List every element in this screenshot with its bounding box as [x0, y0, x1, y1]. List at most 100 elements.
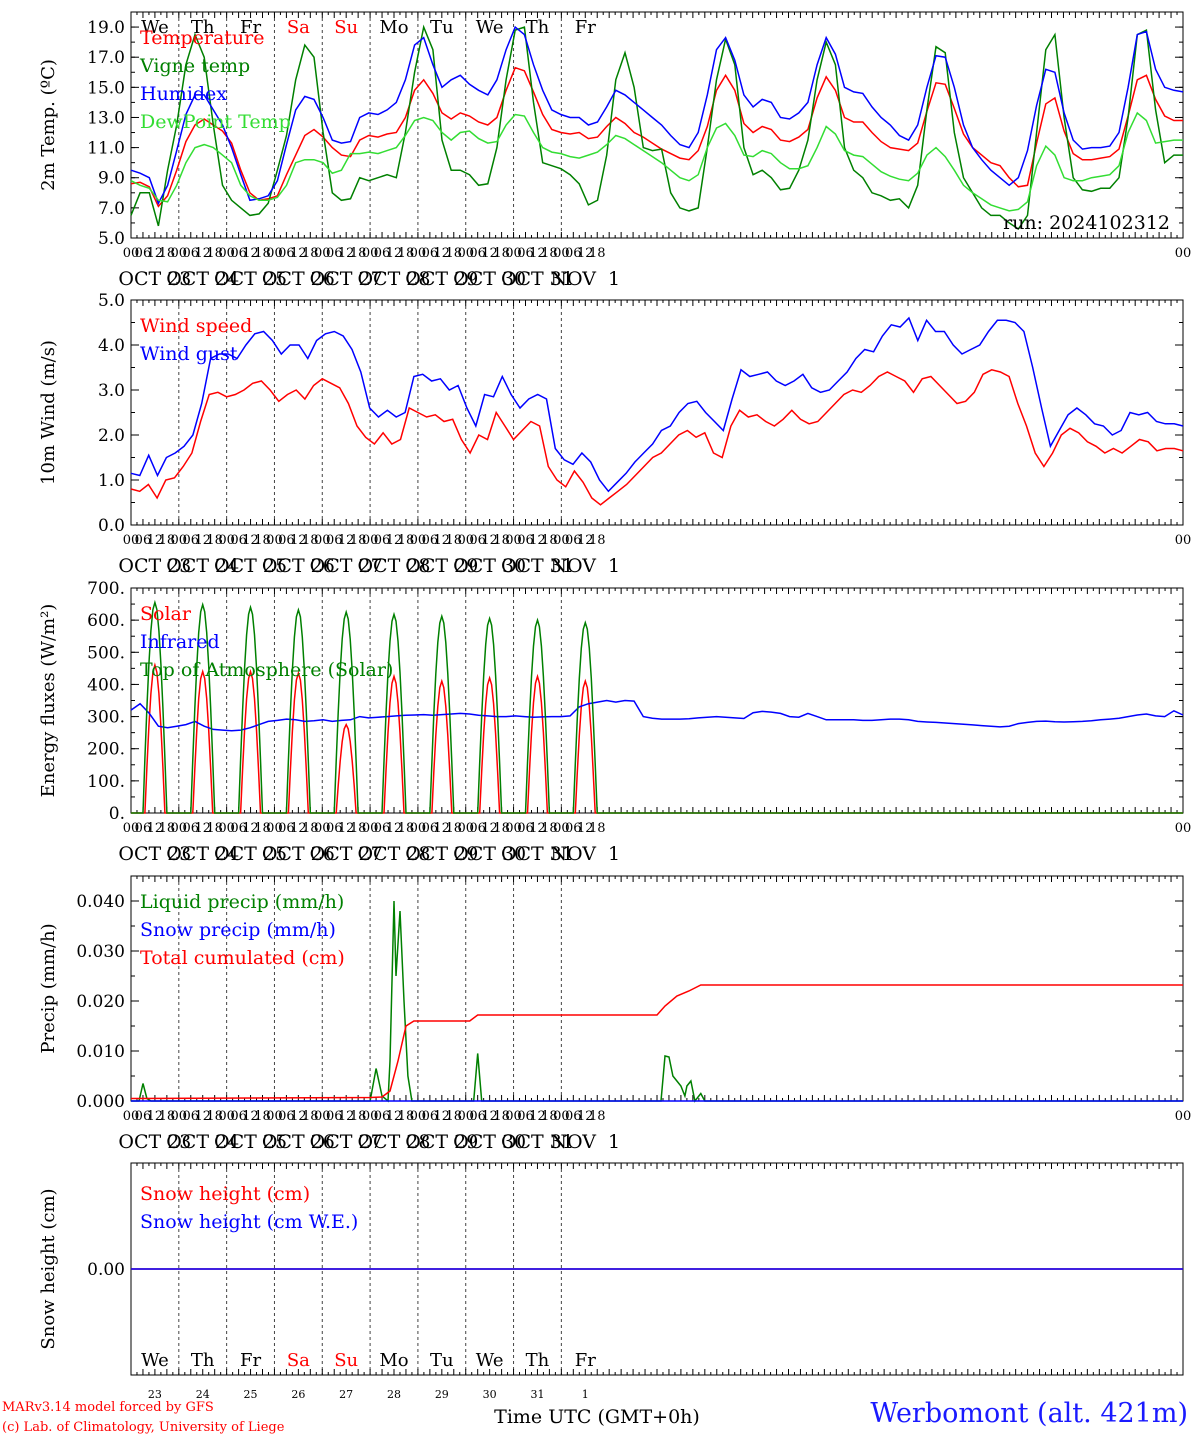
- date-label: OCT 24: [166, 555, 239, 577]
- date-label: OCT 25: [214, 555, 287, 577]
- hour-tick-label: 00: [505, 246, 522, 261]
- hour-tick-label: 06: [182, 533, 199, 548]
- y-tick-label: 0.000: [76, 1092, 125, 1112]
- hour-tick-label: 12: [386, 246, 403, 261]
- weekday-label: Tu: [430, 1350, 454, 1371]
- weekday-label: Fr: [575, 17, 596, 38]
- hour-tick-label: 18: [159, 1109, 176, 1124]
- date-label: OCT 27: [310, 268, 383, 290]
- hour-tick-label: 18: [398, 246, 415, 261]
- hour-tick-label: 06: [326, 1109, 343, 1124]
- hour-tick-label: 06: [326, 533, 343, 548]
- hour-tick-label: 06: [374, 821, 391, 836]
- lab-credit: (c) Lab. of Climatology, University of L…: [2, 1420, 285, 1435]
- legend-entry: Infrared: [140, 631, 220, 653]
- hour-tick-label: 12: [290, 1109, 307, 1124]
- date-label: OCT 26: [262, 843, 335, 865]
- legend-entry: Solar: [140, 603, 192, 625]
- hour-tick-label: 18: [302, 533, 319, 548]
- legend-entry: DewPoint Temp: [140, 111, 291, 133]
- date-label: OCT 23: [118, 1131, 191, 1153]
- hour-tick-label: 00: [553, 1109, 570, 1124]
- hour-tick-label: 12: [290, 821, 307, 836]
- panel-frame-2: [130, 587, 1184, 814]
- hour-tick-label: 06: [469, 1109, 486, 1124]
- hour-tick-label: 18: [159, 246, 176, 261]
- hour-tick-label: 00: [123, 246, 140, 261]
- y-axis-label: Precip (mm/h): [38, 923, 59, 1053]
- date-label: OCT 25: [214, 843, 287, 865]
- hour-tick-label: 12: [290, 533, 307, 548]
- hour-tick-label: 12: [481, 246, 498, 261]
- y-axis-label: Snow height (cm): [38, 1188, 59, 1349]
- hour-tick-label: 18: [445, 821, 462, 836]
- hour-tick-label: 06: [326, 246, 343, 261]
- hour-tick-label: 12: [147, 533, 164, 548]
- hour-tick-label: 00: [123, 1109, 140, 1124]
- y-tick-label: 19.0: [87, 18, 125, 38]
- hour-tick-label: 00: [410, 246, 427, 261]
- hour-tick-label: 18: [302, 821, 319, 836]
- hour-tick-label: 00: [505, 533, 522, 548]
- hour-tick-label: 18: [493, 246, 510, 261]
- hour-tick-label: 00: [314, 1109, 331, 1124]
- weekday-label: Th: [191, 17, 215, 38]
- date-label: OCT 30: [453, 268, 526, 290]
- hour-tick-label: 00: [1175, 533, 1192, 548]
- legend-entry: Snow height (cm W.E.): [140, 1211, 358, 1233]
- hour-tick-label: 06: [565, 246, 582, 261]
- hour-tick-label: 00: [1175, 821, 1192, 836]
- hour-tick-label: 06: [230, 246, 247, 261]
- hour-tick-label: 12: [194, 1109, 211, 1124]
- hour-tick-label: 12: [577, 246, 594, 261]
- weekday-label: We: [141, 17, 169, 38]
- weekday-label: Tu: [430, 17, 454, 38]
- date-label: OCT 25: [214, 1131, 287, 1153]
- series-total-cumulated-cm-line: [130, 984, 1183, 1100]
- series-infrared-line: [130, 699, 1184, 732]
- date-label: OCT 26: [262, 555, 335, 577]
- hour-tick-label: 06: [182, 821, 199, 836]
- hour-tick-label: 12: [147, 821, 164, 836]
- model-credit: MARv3.14 model forced by GFS: [2, 1400, 214, 1415]
- hour-tick-label: 06: [565, 821, 582, 836]
- hour-tick-label: 18: [159, 821, 176, 836]
- date-label: OCT 31: [501, 268, 574, 290]
- hour-tick-label: 12: [194, 821, 211, 836]
- hour-tick-label: 00: [123, 821, 140, 836]
- hour-tick-label: 18: [254, 821, 271, 836]
- y-tick-label: 1.0: [98, 471, 125, 491]
- date-label: OCT 31: [501, 555, 574, 577]
- date-label: NOV 1: [550, 843, 620, 865]
- date-label: OCT 24: [166, 1131, 239, 1153]
- series-temperature-line: [130, 66, 1183, 208]
- hour-tick-label: 12: [338, 1109, 355, 1124]
- hour-tick-label: 06: [374, 246, 391, 261]
- date-label: OCT 23: [118, 555, 191, 577]
- day-number-label: 1: [582, 1388, 589, 1401]
- hour-tick-label: 00: [218, 1109, 235, 1124]
- y-tick-label: 0.: [109, 804, 125, 824]
- time-axis-title: Time UTC (GMT+0h): [494, 1406, 700, 1428]
- hour-tick-label: 12: [434, 246, 451, 261]
- hour-tick-label: 18: [541, 533, 558, 548]
- date-label: OCT 30: [453, 843, 526, 865]
- day-number-label: 25: [244, 1388, 258, 1401]
- y-tick-label: 7.0: [98, 199, 125, 219]
- day-number-label: 24: [196, 1388, 210, 1401]
- hour-tick-label: 12: [481, 821, 498, 836]
- date-label: OCT 31: [501, 843, 574, 865]
- date-label: NOV 1: [550, 555, 620, 577]
- weekday-label: We: [476, 17, 504, 38]
- date-label: OCT 24: [166, 268, 239, 290]
- hour-tick-label: 00: [362, 533, 379, 548]
- date-label: OCT 24: [166, 843, 239, 865]
- series-top-of-atmosphere-solar-line: [131, 599, 1183, 814]
- hour-tick-label: 12: [481, 1109, 498, 1124]
- y-tick-label: 100.: [87, 772, 125, 792]
- date-label: OCT 29: [405, 843, 478, 865]
- hour-tick-label: 06: [182, 246, 199, 261]
- y-tick-label: 600.: [87, 611, 125, 631]
- hour-tick-label: 06: [326, 821, 343, 836]
- hour-tick-label: 12: [577, 1109, 594, 1124]
